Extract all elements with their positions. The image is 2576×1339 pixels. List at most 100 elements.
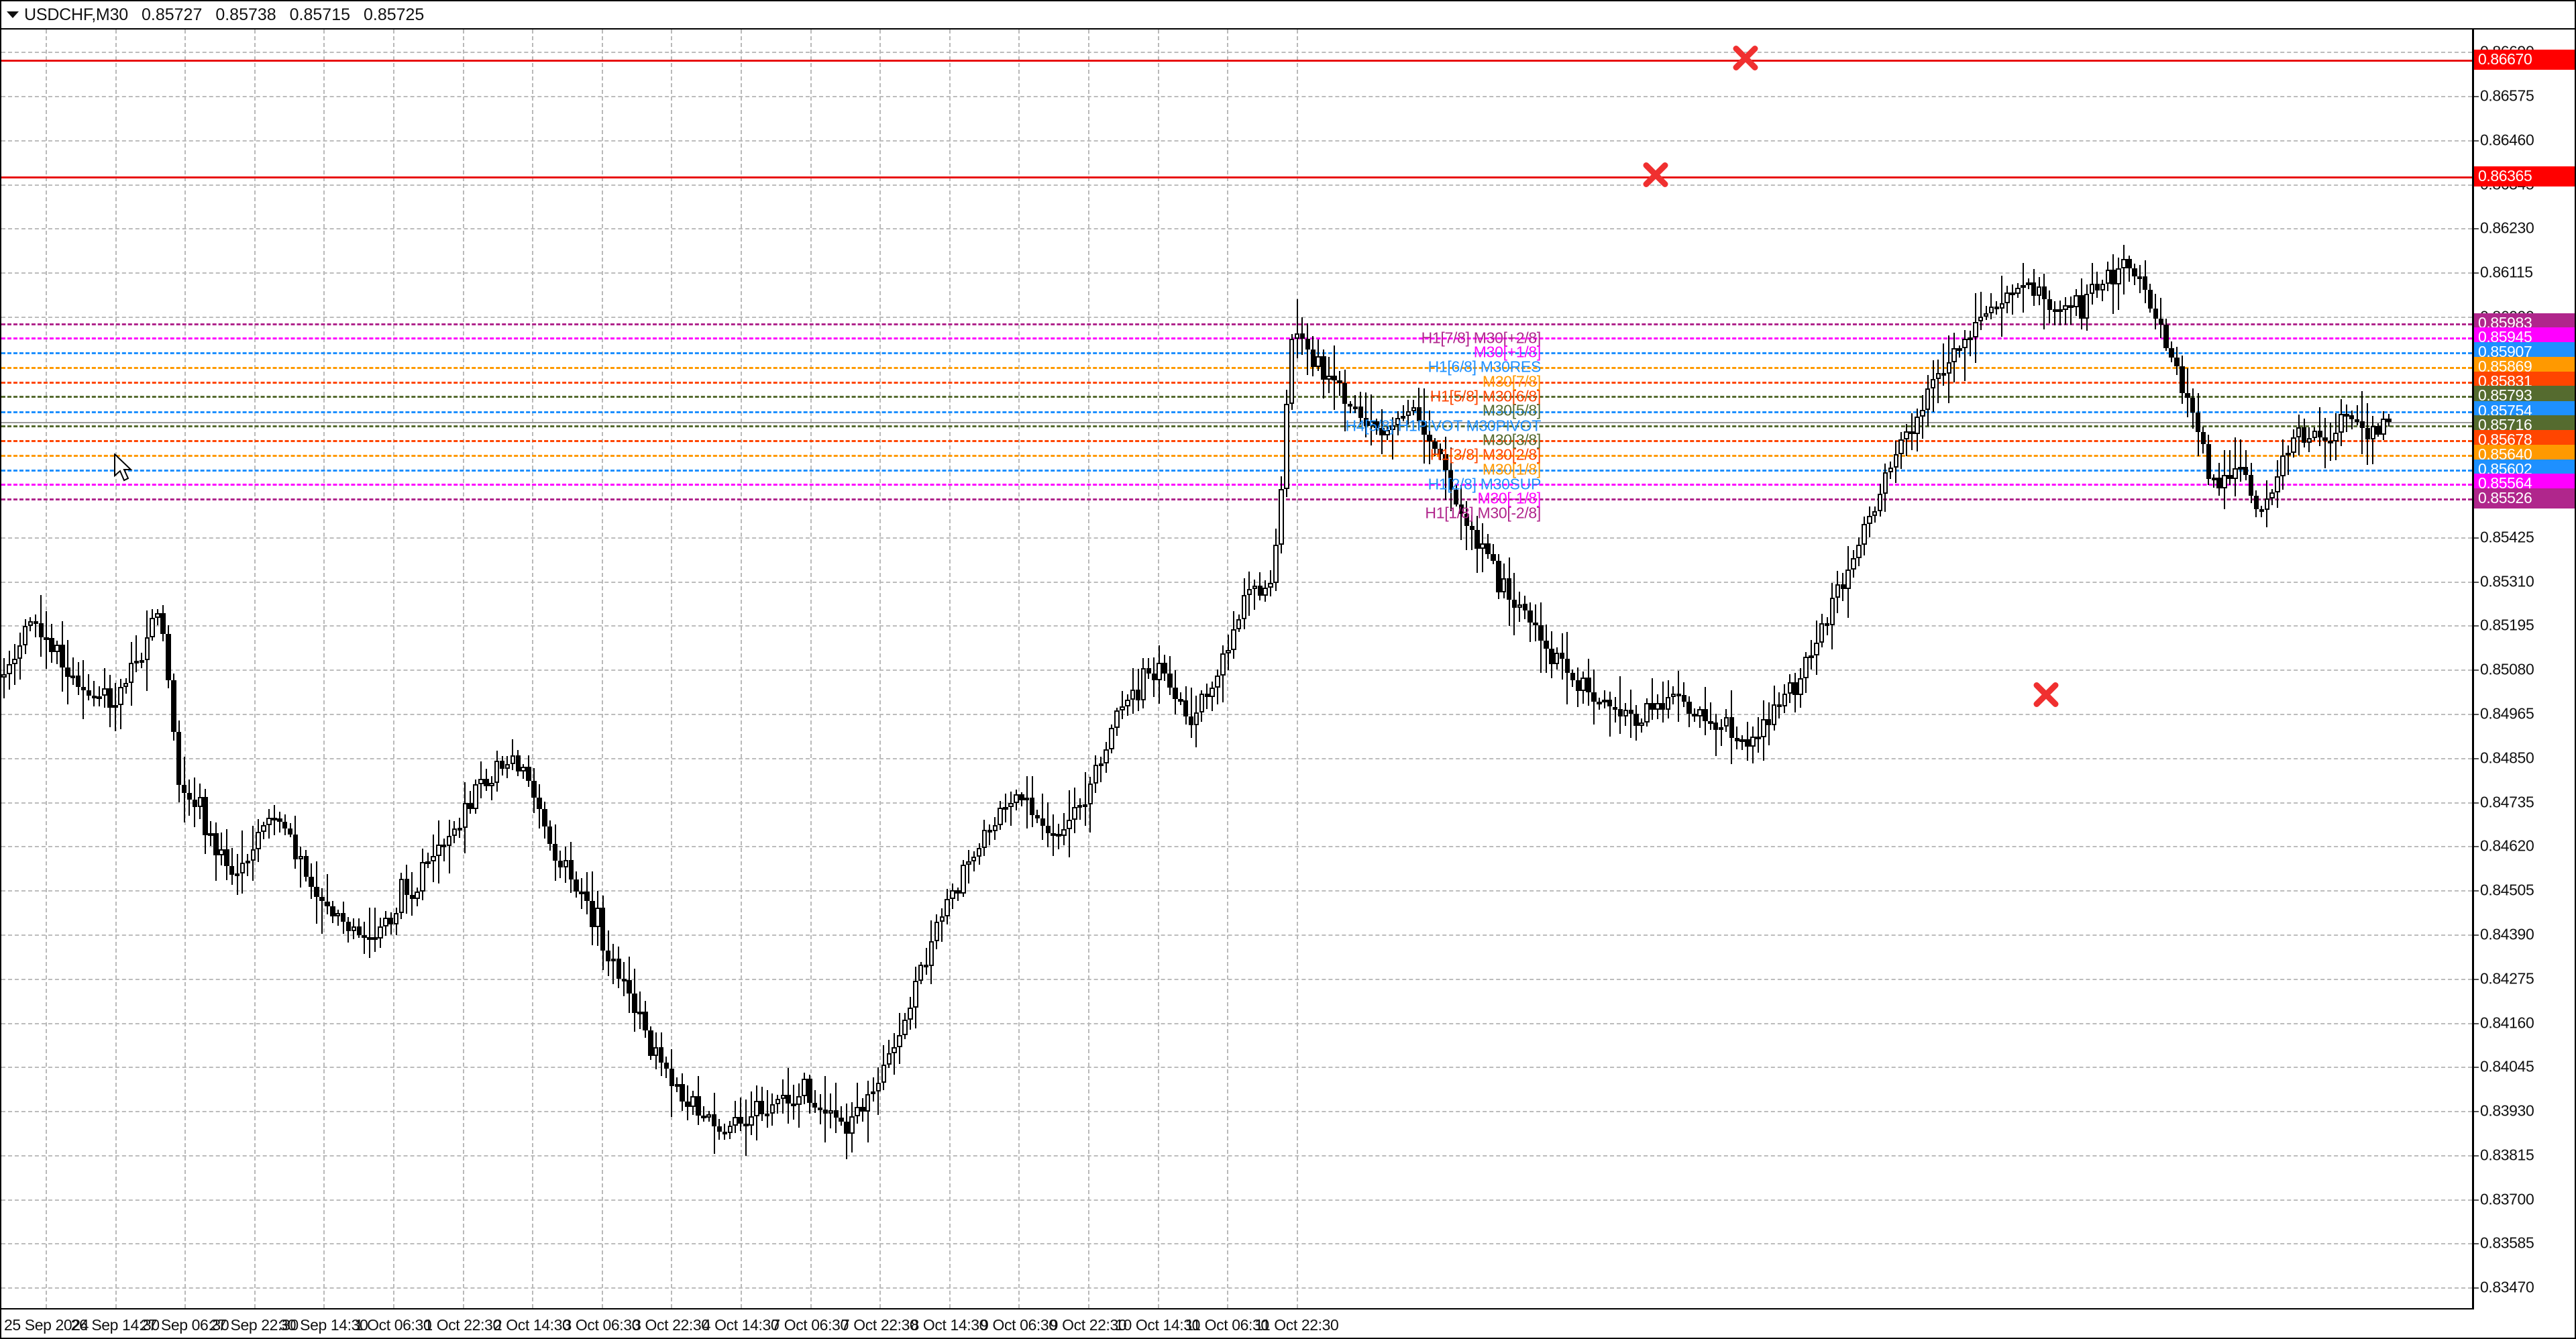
candlestick-bar — [939, 908, 945, 942]
candlestick-bar — [150, 609, 155, 641]
grid-line-vertical — [879, 30, 881, 1308]
candlestick-bar — [1597, 697, 1602, 710]
candle-body — [791, 1104, 796, 1107]
x-marker-icon[interactable] — [2031, 680, 2061, 714]
candle-body — [1739, 739, 1745, 742]
candle-body — [309, 876, 314, 888]
price-tick-mark — [2474, 625, 2479, 627]
candle-body — [2021, 284, 2026, 288]
candlestick-bar — [839, 1106, 844, 1126]
candle-body — [775, 1098, 781, 1104]
candle-body — [1347, 404, 1353, 407]
candlestick-bar — [849, 1102, 855, 1153]
candle-body — [1183, 700, 1189, 716]
candle-body — [711, 1114, 717, 1126]
candlestick-bar — [12, 644, 17, 686]
candlestick-bar — [1809, 639, 1814, 670]
candle-body — [1867, 515, 1872, 525]
candlestick-bar — [340, 902, 346, 934]
candlestick-bar — [1549, 631, 1554, 679]
candlestick-bar — [1056, 824, 1061, 849]
candle-wick — [1047, 802, 1049, 848]
price-axis[interactable]: 0.866900.865750.864600.863450.862300.861… — [2474, 30, 2575, 1309]
candlestick-bar — [213, 822, 219, 881]
candlestick-bar — [239, 831, 246, 894]
candlestick-bar — [1511, 572, 1517, 635]
candle-wick — [872, 1077, 874, 1102]
candle-body — [574, 879, 579, 892]
candle-body — [415, 891, 420, 899]
candlestick-bar — [547, 820, 553, 851]
candle-body — [38, 623, 44, 637]
candle-body — [1024, 797, 1030, 801]
candle-body — [160, 612, 166, 634]
time-axis-tick: 27 Sep 06:30 — [140, 1316, 229, 1334]
candlestick-bar — [2211, 474, 2217, 488]
candle-body — [1438, 448, 1443, 455]
x-marker-icon[interactable] — [1640, 160, 1671, 194]
candlestick-bar — [886, 1040, 892, 1068]
price-axis-badge[interactable]: 0.85678 — [2474, 430, 2575, 451]
candlestick-bar — [1241, 578, 1247, 629]
candlestick-bar — [133, 635, 140, 672]
candle-body — [1517, 604, 1523, 608]
candlestick-bar — [2190, 388, 2196, 429]
candle-body — [1745, 739, 1750, 747]
candle-wick — [1296, 299, 1298, 359]
candlestick-bar — [733, 1100, 738, 1134]
candlestick-bar — [987, 824, 993, 845]
candle-body — [1511, 600, 1517, 608]
alert-line[interactable] — [1, 59, 2472, 62]
candle-body — [1771, 704, 1777, 725]
candle-body — [1077, 804, 1083, 808]
candlestick-bar — [2344, 404, 2349, 432]
candlestick-bar — [563, 847, 569, 883]
candlestick-bar — [245, 853, 251, 877]
price-axis-badge[interactable]: 0.85526 — [2474, 488, 2575, 509]
candle-body — [409, 894, 415, 899]
candlestick-bar — [441, 838, 447, 862]
candlestick-bar — [1745, 722, 1750, 761]
candlestick-bar — [176, 720, 182, 803]
chart-plot-area[interactable]: H1[7/8] M30[+2/8] M30[+1/8] H1[6/8] M30RES… — [1, 30, 2474, 1309]
grid-line-vertical — [115, 30, 117, 1308]
candle-body — [441, 845, 447, 848]
candle-body — [1003, 806, 1008, 810]
candlestick-bar — [123, 678, 129, 694]
price-axis-badge[interactable]: 0.86670 — [2474, 49, 2575, 70]
murrey-level-line — [1, 425, 2472, 428]
candle-body — [1432, 441, 1438, 449]
candlestick-bar — [802, 1073, 807, 1104]
candle-body — [303, 855, 309, 877]
candlestick-bar — [2354, 405, 2360, 425]
candle-body — [961, 865, 966, 894]
candle-body — [250, 849, 256, 861]
candle-body — [923, 965, 929, 968]
candle-body — [669, 1069, 675, 1086]
candle-body — [224, 849, 229, 866]
candlestick-bar — [1045, 802, 1051, 848]
candlestick-bar — [860, 1097, 865, 1122]
price-axis-badge[interactable]: 0.86365 — [2474, 166, 2575, 187]
candlestick-bar — [1204, 684, 1210, 710]
candle-body — [855, 1106, 860, 1117]
candle-wick — [1969, 331, 1971, 357]
candlestick-bar — [764, 1090, 770, 1128]
alert-line[interactable] — [1, 176, 2472, 179]
candle-wick — [136, 635, 138, 672]
candlestick-bar — [1819, 613, 1825, 648]
time-axis[interactable]: 25 Sep 2024 26 Sep 14:30 27 Sep 06:30 27 Se… — [1, 1309, 2575, 1338]
candlestick-bar — [128, 642, 134, 706]
candle-body — [976, 848, 982, 857]
candle-body — [1, 674, 7, 678]
candlestick-bar — [2359, 390, 2365, 455]
candlestick-bar — [1368, 394, 1374, 445]
x-marker-icon[interactable] — [1730, 42, 1761, 76]
candlestick-bar — [2222, 450, 2227, 510]
chevron-down-icon[interactable] — [1, 1, 24, 29]
candlestick-bar — [1491, 544, 1496, 565]
candlestick-bar — [1385, 425, 1390, 440]
candle-wick — [1964, 330, 1966, 381]
candlestick-bar — [7, 651, 12, 690]
candle-body — [727, 1125, 733, 1134]
